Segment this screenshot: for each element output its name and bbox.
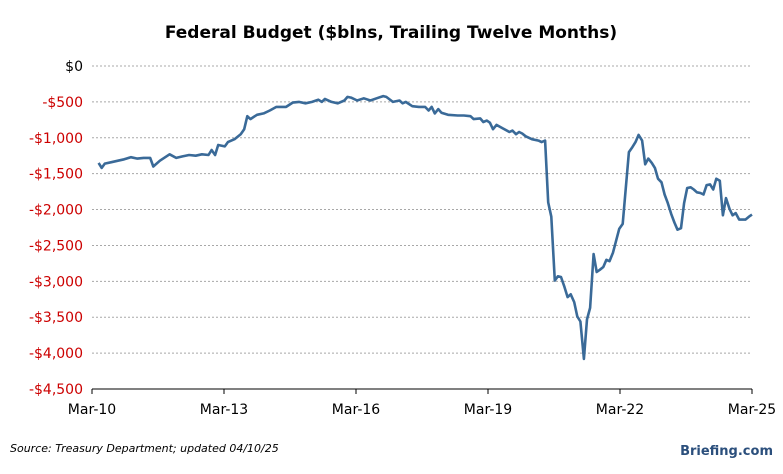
y-tick-label: -$2,000 — [29, 203, 83, 219]
x-axis-ticks: Mar-10 Mar-13 Mar-16 Mar-19 Mar-22 Mar-25 — [68, 389, 776, 418]
y-tick-label: -$1,500 — [29, 167, 83, 183]
y-tick-label: -$3,500 — [29, 310, 83, 326]
chart-title: Federal Budget ($blns, Trailing Twelve M… — [165, 23, 617, 43]
x-tick-label: Mar-25 — [728, 402, 776, 418]
source-note: Source: Treasury Department; updated 04/… — [10, 442, 279, 455]
x-tick-label: Mar-13 — [200, 402, 248, 418]
series-line-federal-budget — [97, 94, 753, 361]
x-tick-label: Mar-16 — [332, 402, 380, 418]
y-tick-label: -$4,500 — [29, 382, 83, 398]
x-tick-label: Mar-10 — [68, 402, 116, 418]
y-tick-label: -$4,000 — [29, 346, 83, 362]
y-tick-label: -$1,000 — [29, 131, 83, 147]
y-tick-label: -$500 — [42, 95, 83, 111]
grid-lines — [92, 65, 752, 354]
brand-logo: Briefing.com — [680, 444, 773, 459]
y-tick-label: -$2,500 — [29, 238, 83, 254]
x-tick-label: Mar-19 — [464, 402, 512, 418]
y-tick-label: $0 — [65, 59, 83, 75]
x-tick-label: Mar-22 — [596, 402, 644, 418]
y-tick-label: -$3,000 — [29, 274, 83, 290]
y-axis-ticks: $0 -$500 -$1,000 -$1,500 -$2,000 -$2,500 -$3,0… — [29, 59, 83, 398]
